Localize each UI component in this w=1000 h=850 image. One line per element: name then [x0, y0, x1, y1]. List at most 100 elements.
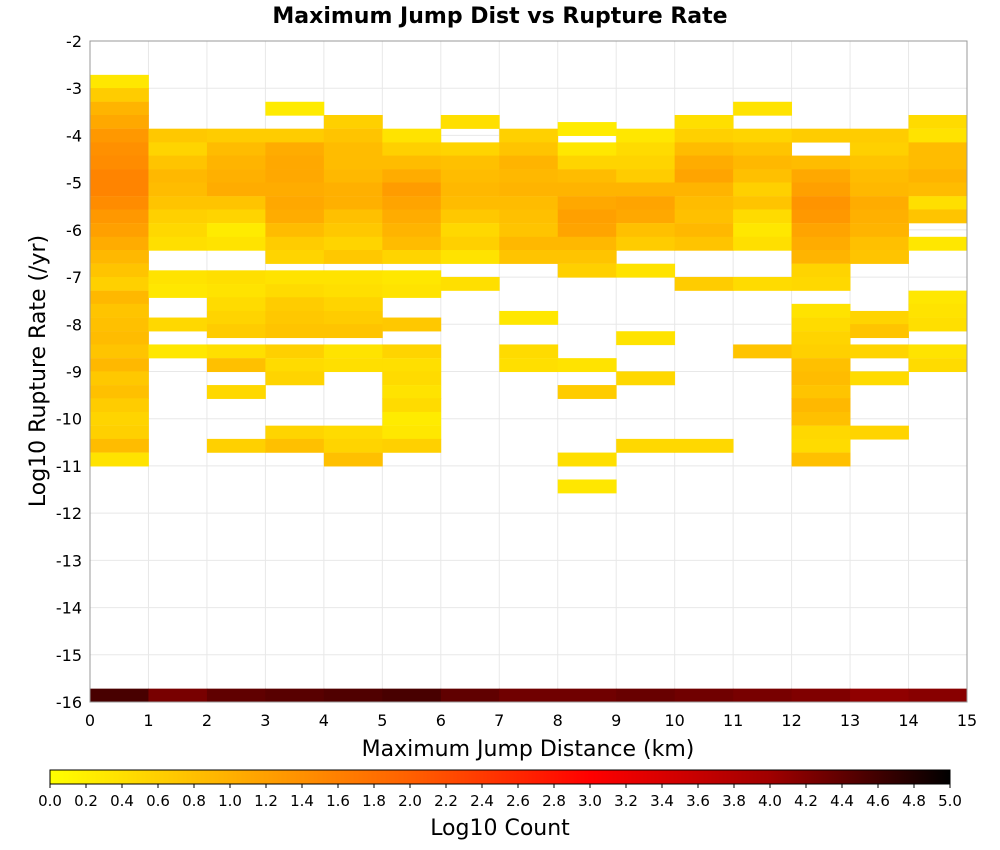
heatmap-cell: [265, 438, 325, 453]
heatmap-cell: [148, 223, 208, 238]
x-tick-labels: 0 1 2 3 4 5 6 7 8 9 10 11 12 13 14 15: [85, 711, 977, 730]
colorbar-tick-label: 2.4: [470, 792, 494, 810]
heatmap-cell: [323, 169, 383, 184]
heatmap-cell: [616, 688, 676, 702]
heatmap-cell: [323, 344, 383, 359]
heatmap-cell: [323, 452, 383, 467]
heatmap-cell: [206, 270, 266, 285]
heatmap-cell: [791, 196, 851, 211]
heatmap-cell: [90, 411, 149, 426]
heatmap-cell: [908, 169, 968, 184]
colorbar-tick-label: 1.2: [254, 792, 278, 810]
heatmap-cell: [90, 236, 149, 251]
heatmap-cell: [791, 236, 851, 251]
heatmap-cell: [265, 101, 325, 116]
heatmap-cell: [90, 452, 149, 467]
heatmap-cell: [265, 155, 325, 170]
heatmap-cell: [791, 358, 851, 373]
heatmap-cell: [148, 209, 208, 224]
heatmap-cell: [908, 209, 968, 224]
colorbar-tick-label: 0.4: [110, 792, 134, 810]
y-tick-label: -8: [66, 315, 82, 334]
heatmap-cell: [791, 371, 851, 386]
heatmap-cell: [323, 358, 383, 373]
colorbar-tick-label: 5.0: [938, 792, 962, 810]
heatmap-cell: [850, 344, 909, 359]
heatmap-cell: [908, 182, 968, 197]
heatmap-cell: [557, 169, 617, 184]
heatmap-cell: [733, 142, 792, 157]
heatmap-cell: [90, 196, 149, 211]
heatmap-cell: [323, 425, 383, 440]
y-tick-labels: -2 -3 -4 -5 -6 -7 -8 -9 -10 -11 -12 -13 -14 -15 -16: [56, 32, 82, 712]
heatmap-cell: [265, 324, 325, 339]
heatmap-cell: [733, 209, 792, 224]
heatmap-cell: [850, 128, 909, 143]
heatmap-cell: [323, 209, 383, 224]
heatmap-cell: [850, 196, 909, 211]
heatmap-cell: [499, 128, 559, 143]
heatmap-cell: [265, 236, 325, 251]
x-tick-label: 8: [553, 711, 563, 730]
heatmap-cell: [791, 411, 851, 426]
heatmap-cell: [791, 128, 851, 143]
colorbar-tick-label: 4.4: [830, 792, 854, 810]
heatmap-cell: [148, 142, 208, 157]
heatmap-cell: [908, 114, 968, 129]
heatmap-cell: [499, 236, 559, 251]
x-tick-label: 5: [377, 711, 387, 730]
heatmap-cell: [674, 142, 734, 157]
heatmap-cell: [90, 250, 149, 264]
heatmap-cell: [382, 438, 442, 453]
heatmap-cell: [791, 344, 851, 359]
heatmap-cell: [90, 128, 149, 143]
heatmap-cell: [791, 385, 851, 399]
heatmap-cell: [908, 317, 968, 332]
y-tick-label: -13: [56, 551, 82, 570]
heatmap-cell: [90, 101, 149, 116]
heatmap-cell: [791, 303, 851, 318]
heatmap-cell: [616, 155, 676, 170]
heatmap-cell: [733, 223, 792, 238]
heatmap-cell: [850, 324, 909, 339]
x-axis-label: Maximum Jump Distance (km): [362, 737, 695, 762]
x-tick-label: 3: [260, 711, 270, 730]
heatmap-cell: [265, 142, 325, 157]
heatmap-cell: [206, 182, 266, 197]
heatmap-cell: [265, 209, 325, 224]
heatmap-cell: [90, 155, 149, 170]
heatmap-cell: [499, 344, 559, 359]
heatmap-cell: [90, 114, 149, 129]
heatmap-cell: [206, 236, 266, 251]
heatmap-cell: [90, 425, 149, 440]
colorbar-tick-label: 3.6: [686, 792, 710, 810]
colorbar-tick-label: 1.8: [362, 792, 386, 810]
heatmap-cell: [499, 182, 559, 197]
heatmap-cell: [382, 155, 442, 170]
heatmap-cell: [791, 182, 851, 197]
heatmap-cell: [90, 169, 149, 184]
heatmap-cell: [206, 324, 266, 339]
heatmap-cell: [674, 438, 734, 453]
heatmap-cell: [850, 310, 909, 325]
colorbar-tick-labels: 0.0 0.2 0.4 0.6 0.8 1.0 1.2 1.4 1.6 1.8 2.0 2.2 2.4 2…: [38, 784, 962, 810]
heatmap-cell: [440, 209, 500, 224]
heatmap-cell: [616, 331, 676, 346]
heatmap-cell: [908, 155, 968, 170]
heatmap-cell: [616, 236, 676, 251]
x-tick-label: 1: [143, 711, 153, 730]
heatmap-cell: [557, 122, 617, 136]
heatmap-cell: [382, 182, 442, 197]
colorbar-tick-label: 3.4: [650, 792, 674, 810]
x-tick-label: 2: [202, 711, 212, 730]
chart-title: Maximum Jump Dist vs Rupture Rate: [272, 4, 727, 29]
heatmap-cell: [850, 425, 909, 440]
heatmap-cell: [733, 169, 792, 184]
heatmap-cell: [733, 276, 792, 291]
heatmap-cell: [557, 452, 617, 467]
heatmap-cell: [206, 223, 266, 238]
heatmap-cell: [557, 479, 617, 494]
heatmap-cell: [791, 223, 851, 238]
heatmap-cell: [90, 209, 149, 224]
heatmap-cell: [850, 688, 909, 702]
